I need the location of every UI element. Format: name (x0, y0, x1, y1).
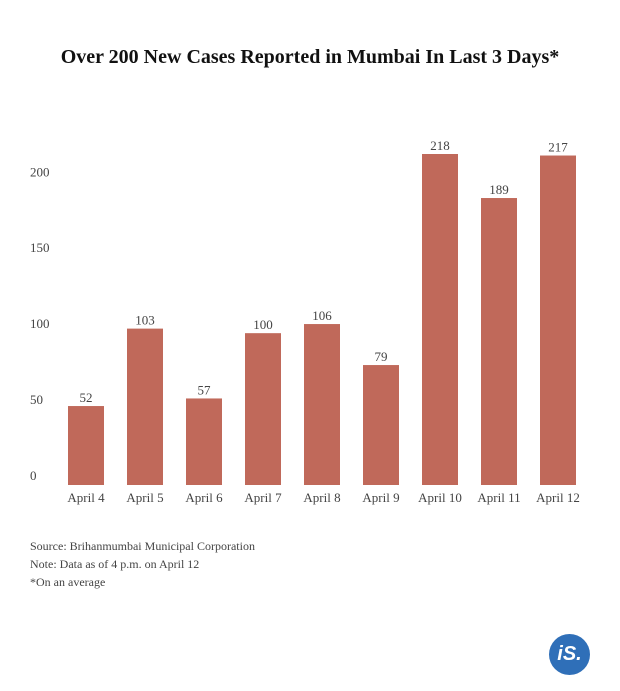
y-tick-label: 0 (30, 468, 37, 483)
bar (422, 154, 458, 485)
source-note: Source: Brihanmumbai Municipal Corporati… (30, 539, 255, 553)
x-tick-label: April 4 (67, 490, 105, 505)
x-tick-label: April 8 (303, 490, 340, 505)
bar-value-label: 100 (253, 317, 273, 332)
bar-value-label: 103 (135, 313, 155, 328)
chart-title: Over 200 New Cases Reported in Mumbai In… (60, 46, 560, 68)
x-tick-label: April 10 (418, 490, 462, 505)
x-axis: April 4 April 5 April 6 April 7 April 8 April… (67, 490, 579, 505)
bar-value-label: 217 (548, 140, 568, 155)
footnote: *On an average (30, 575, 106, 589)
bar-value-label: 189 (489, 182, 509, 197)
logo-icon: iS. (549, 634, 590, 675)
bar-value-label: 57 (198, 382, 212, 397)
bar-value-label: 79 (375, 349, 388, 364)
bar (127, 328, 163, 485)
y-tick-label: 200 (30, 164, 50, 179)
bars-group (68, 154, 576, 485)
bar (540, 155, 576, 485)
bar (245, 333, 281, 485)
y-tick-label: 150 (30, 240, 50, 255)
bar (68, 406, 104, 485)
x-tick-label: April 7 (244, 490, 282, 505)
bar (481, 198, 517, 485)
footnotes: Source: Brihanmumbai Municipal Corporati… (30, 537, 255, 591)
y-axis: 0 50 100 150 200 (30, 164, 50, 483)
x-tick-label: April 6 (185, 490, 223, 505)
x-tick-label: April 5 (126, 490, 163, 505)
value-labels: 52 103 57 100 106 79 218 189 217 (80, 138, 569, 405)
bar (186, 398, 222, 485)
y-tick-label: 50 (30, 392, 43, 407)
x-tick-label: April 12 (536, 490, 580, 505)
data-note: Note: Data as of 4 p.m. on April 12 (30, 557, 200, 571)
bar-value-label: 52 (80, 390, 93, 405)
bar (304, 324, 340, 485)
y-tick-label: 100 (30, 316, 50, 331)
x-tick-label: April 11 (477, 490, 520, 505)
bar-value-label: 106 (312, 308, 332, 323)
bar-value-label: 218 (430, 138, 450, 153)
bar (363, 365, 399, 485)
x-tick-label: April 9 (362, 490, 399, 505)
